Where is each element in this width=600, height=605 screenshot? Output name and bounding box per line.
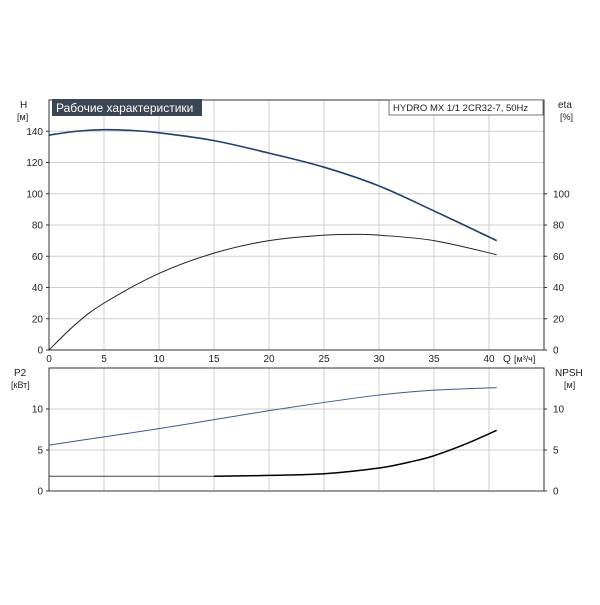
bottom-y-right-tick-label: 0	[553, 487, 559, 498]
x-tick-label: 20	[263, 354, 275, 365]
top-y-right-tick-label: 60	[553, 252, 565, 263]
bottom-grid	[49, 368, 544, 491]
top-series	[48, 128, 498, 351]
bottom-y-left-tick-label: 10	[32, 405, 44, 416]
bottom-y-left-tick-label: 0	[37, 487, 43, 498]
x-tick-label: 0	[46, 354, 52, 365]
model-label: HYDRO MX 1/1 2CR32-7, 50Hz	[393, 103, 528, 114]
top-y-right-tick-label: 0	[553, 346, 559, 357]
x-label-q: Q	[503, 354, 511, 365]
top-y-right-tick-label: 20	[553, 314, 565, 325]
x-tick-label: 35	[428, 354, 440, 365]
top-series-0-line	[48, 128, 498, 242]
y-left-unit-h: [м]	[17, 112, 28, 122]
x-tick-label: 40	[483, 354, 495, 365]
top-y-right-tick-label: 100	[553, 189, 570, 200]
bottom-ticks: 0 5 10 0 5 10	[32, 405, 565, 498]
bottom-y-left-tick-label: 5	[37, 446, 43, 457]
bottom-plot-frame	[48, 367, 545, 492]
bottom-series-0-line	[48, 387, 497, 446]
top-y-left-tick-label: 80	[32, 221, 44, 232]
chart-title-badge	[52, 99, 202, 116]
bottom-y-right-tick-label: 5	[553, 446, 559, 457]
bottom-y-right-tick-label: 10	[553, 405, 565, 416]
top-y-right-tick-label: 80	[553, 221, 565, 232]
x-tick-label: 15	[208, 354, 220, 365]
y-left-label-p2: P2	[14, 368, 27, 379]
top-y-left-tick-label: 140	[26, 127, 43, 138]
top-y-left-tick-label: 0	[37, 346, 43, 357]
y-right-unit-eta: [%]	[560, 112, 573, 122]
y-right-label-eta: eta	[558, 100, 572, 111]
top-y-left-tick-label: 40	[32, 283, 44, 294]
chart-title: Рабочие характеристики	[56, 101, 193, 115]
top-y-left-tick-label: 100	[26, 189, 43, 200]
top-ticks: 0 20 40 60 80 100 120 140 0 20 40 60 80 100 0 5 10 15 20 25…	[26, 127, 570, 365]
top-grid	[49, 100, 544, 350]
x-unit-q: [м³/ч]	[514, 354, 535, 364]
top-y-left-tick-label: 120	[26, 158, 43, 169]
bottom-series	[48, 387, 498, 477]
x-tick-label: 30	[373, 354, 385, 365]
y-right-label-npsh: NPSH	[555, 368, 583, 379]
x-tick-label: 5	[101, 354, 107, 365]
x-tick-label: 25	[318, 354, 330, 365]
y-right-unit-npsh: [м]	[564, 380, 575, 390]
y-left-label-h: H	[20, 100, 27, 111]
top-y-left-tick-label: 60	[32, 252, 44, 263]
top-y-left-tick-label: 20	[32, 314, 44, 325]
top-y-right-tick-label: 40	[553, 283, 565, 294]
x-tick-label: 10	[153, 354, 165, 365]
model-label-box	[388, 99, 544, 116]
bottom-panel: 0 5 10 0 5 10 P2 [кВт] NPSH [м]	[11, 367, 583, 498]
bottom-series-2-line	[213, 429, 498, 477]
top-panel: 0 20 40 60 80 100 120 140 0 20 40 60 80 100 0 5 10 15 20 25…	[17, 99, 573, 365]
y-left-unit-p2: [кВт]	[11, 380, 30, 390]
top-series-1-line	[48, 233, 497, 351]
